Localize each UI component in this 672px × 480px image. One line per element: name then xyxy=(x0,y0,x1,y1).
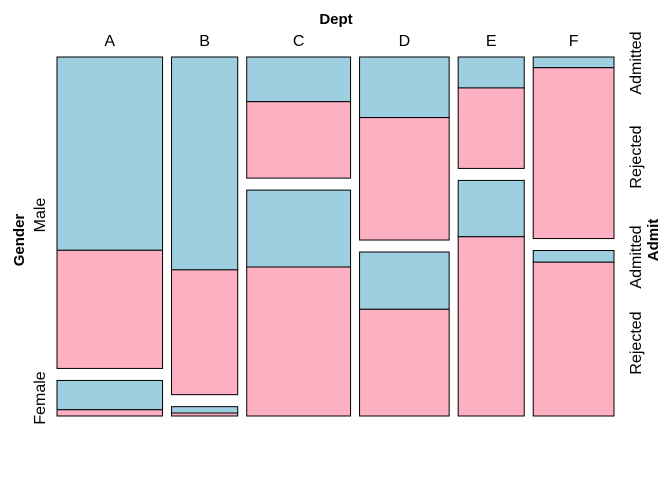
tile-a-female-admitted xyxy=(56,379,164,411)
tile-a-female-rejected xyxy=(56,409,164,417)
tile-a-male-admitted xyxy=(56,56,164,251)
tile-c-female-admitted xyxy=(246,189,352,268)
tile-b-male-rejected xyxy=(171,269,239,396)
gender-labels: Male Female xyxy=(32,198,49,425)
mosaic-tiles xyxy=(56,56,615,417)
tile-f-female-rejected xyxy=(532,261,615,417)
fill-axis-title: Admit xyxy=(645,219,662,262)
gender-label-female: Female xyxy=(32,371,49,424)
tile-e-male-admitted xyxy=(457,56,525,89)
tile-c-male-admitted xyxy=(246,56,352,103)
tile-d-female-admitted xyxy=(359,251,450,310)
dept-label-d: D xyxy=(399,33,411,50)
admit-label-rejected: Rejected xyxy=(628,125,645,188)
dept-label-b: B xyxy=(199,33,210,50)
tile-e-male-rejected xyxy=(457,87,525,169)
y-axis-title: Gender xyxy=(11,214,28,267)
dept-label-f: F xyxy=(569,33,579,50)
tile-f-female-admitted xyxy=(532,250,615,263)
x-axis-title: Dept xyxy=(319,11,352,28)
tile-e-female-rejected xyxy=(457,236,525,417)
tile-b-female-admitted xyxy=(171,406,239,414)
dept-labels: A B C D E F xyxy=(104,33,578,50)
tile-f-male-rejected xyxy=(532,67,615,240)
tile-f-male-admitted xyxy=(532,56,615,69)
tile-d-female-rejected xyxy=(359,308,450,417)
tile-c-male-rejected xyxy=(246,101,352,179)
tile-a-male-rejected xyxy=(56,249,164,369)
tile-e-female-admitted xyxy=(457,179,525,238)
tile-d-male-admitted xyxy=(359,56,450,119)
tile-c-female-rejected xyxy=(246,266,352,417)
dept-label-a: A xyxy=(104,33,115,50)
admit-label-admitted: Admitted xyxy=(628,31,645,94)
gender-label-male: Male xyxy=(32,198,49,233)
tile-b-male-admitted xyxy=(171,56,239,271)
tile-b-female-rejected xyxy=(171,412,239,417)
admit-label-rejected: Rejected xyxy=(628,311,645,374)
tile-d-male-rejected xyxy=(359,117,450,241)
admit-label-admitted: Admitted xyxy=(628,225,645,288)
dept-label-c: C xyxy=(293,33,305,50)
admit-labels: Admitted Rejected Admitted Rejected xyxy=(628,31,645,374)
dept-label-e: E xyxy=(486,33,497,50)
